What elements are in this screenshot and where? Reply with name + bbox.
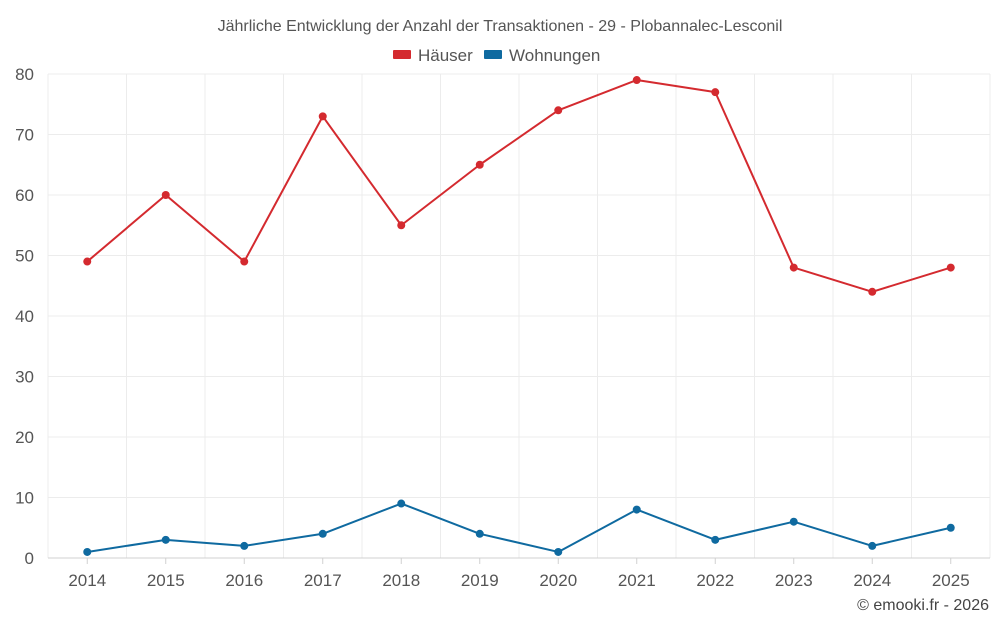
data-point-wohnungen-2021[interactable]	[632, 505, 641, 514]
x-tick-label-2015: 2015	[147, 571, 185, 590]
data-point-wohnungen-2017[interactable]	[318, 529, 327, 538]
legend-label-wohnungen: Wohnungen	[509, 46, 600, 65]
series	[83, 76, 955, 556]
data-point-haeuser-2020[interactable]	[554, 106, 563, 115]
legend-swatch-wohnungen	[484, 50, 502, 59]
data-point-haeuser-2015[interactable]	[161, 191, 170, 199]
credit: © emooki.fr - 2026	[857, 597, 989, 614]
data-point-wohnungen-2025[interactable]	[946, 523, 955, 532]
x-tick-label-2014: 2014	[68, 571, 106, 590]
x-tick-label-2021: 2021	[618, 571, 656, 590]
data-point-haeuser-2023[interactable]	[789, 263, 798, 272]
y-tick-label-20: 20	[15, 428, 34, 447]
data-point-wohnungen-2020[interactable]	[554, 547, 563, 556]
x-tick-label-2018: 2018	[382, 571, 420, 590]
series-line-wohnungen	[87, 502, 951, 553]
legend-item-haeuser[interactable]: Häuser	[393, 46, 473, 65]
data-point-wohnungen-2019[interactable]	[475, 529, 484, 538]
legend-swatch-haeuser	[393, 50, 411, 59]
x-tick-label-2024: 2024	[853, 571, 891, 590]
data-point-wohnungen-2015[interactable]	[161, 535, 170, 544]
x-tick-label-2023: 2023	[775, 571, 813, 590]
data-point-wohnungen-2024[interactable]	[868, 541, 877, 550]
data-point-wohnungen-2022[interactable]	[711, 535, 720, 544]
grid	[47, 73, 991, 558]
chart-title: Jährliche Entwicklung der Anzahl der Tra…	[218, 18, 783, 35]
data-point-haeuser-2024[interactable]	[868, 287, 877, 296]
x-tick-label-2016: 2016	[225, 571, 263, 590]
y-tick-label-50: 50	[15, 247, 34, 266]
data-point-haeuser-2019[interactable]	[475, 160, 484, 169]
x-tick-label-2017: 2017	[304, 571, 342, 590]
legend-item-wohnungen[interactable]: Wohnungen	[484, 46, 600, 65]
y-tick-label-70: 70	[15, 126, 34, 145]
y-tick-label-30: 30	[15, 368, 34, 387]
legend-label-haeuser: Häuser	[418, 46, 473, 65]
data-point-haeuser-2016[interactable]	[240, 257, 249, 266]
data-point-haeuser-2022[interactable]	[711, 88, 720, 97]
x-tick-label-2020: 2020	[539, 571, 577, 590]
data-point-haeuser-2017[interactable]	[318, 112, 327, 121]
x-tick-label-2019: 2019	[461, 571, 499, 590]
data-point-haeuser-2014[interactable]	[83, 257, 92, 266]
data-point-haeuser-2018[interactable]	[397, 221, 406, 230]
x-tick-label-2025: 2025	[932, 571, 970, 590]
data-point-wohnungen-2018[interactable]	[397, 499, 406, 508]
data-point-haeuser-2021[interactable]	[632, 76, 641, 85]
y-tick-label-80: 80	[15, 65, 34, 84]
data-point-wohnungen-2023[interactable]	[789, 517, 798, 526]
series-line-haeuser	[86, 79, 952, 293]
legend: Häuser Wohnungen	[393, 46, 600, 65]
x-tick-label-2022: 2022	[696, 571, 734, 590]
y-tick-label-60: 60	[15, 186, 34, 205]
y-tick-label-0: 0	[25, 549, 34, 568]
axes: 0 10 20 30 40 50 60 70 80 2014 2015 2016 2017 2018 201…	[15, 65, 990, 590]
data-point-haeuser-2025[interactable]	[946, 263, 955, 272]
data-point-wohnungen-2016[interactable]	[240, 541, 249, 550]
y-tick-label-10: 10	[15, 489, 34, 508]
y-tick-label-40: 40	[15, 307, 34, 326]
data-point-wohnungen-2014[interactable]	[83, 547, 92, 556]
